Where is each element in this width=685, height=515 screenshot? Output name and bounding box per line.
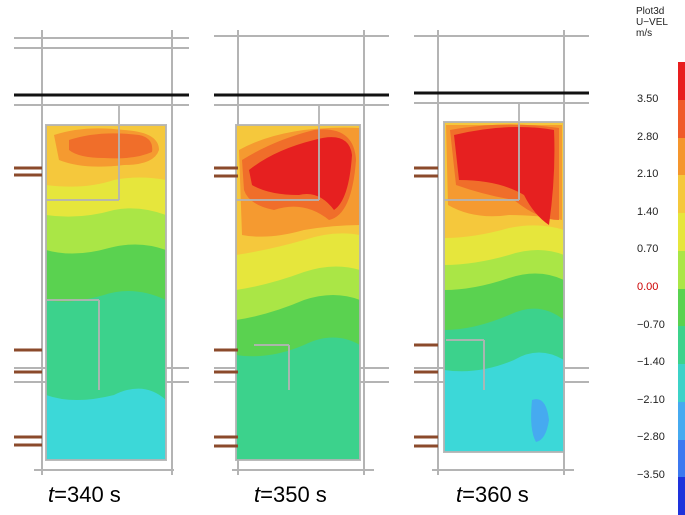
legend-tick-label: 0.70: [637, 243, 659, 256]
legend-color-swatch: [678, 62, 685, 100]
legend-color-swatch: [678, 364, 685, 402]
legend-tick-label: 2.80: [637, 130, 659, 143]
legend-tick-label: 2.10: [637, 168, 659, 181]
caption-time-value: =360 s: [462, 482, 529, 507]
caption-t340: t=340 s: [48, 482, 121, 508]
legend-title: Plot3d: [636, 6, 665, 17]
legend-colorbar: [678, 62, 685, 515]
legend-color-swatch: [678, 477, 685, 515]
legend-unit: m/s: [636, 28, 653, 39]
legend-header: Plot3d U−VEL m/s: [636, 6, 668, 39]
velocity-contour-t350: [214, 30, 389, 475]
velocity-contour-t360: [414, 30, 589, 475]
velocity-contour-t340: [14, 30, 189, 475]
legend-tick-label: 3.50: [637, 93, 659, 105]
velocity-panel-t350: [214, 0, 389, 480]
legend-color-swatch: [678, 175, 685, 213]
legend-variable: U−VEL: [636, 17, 668, 28]
caption-time-symbol: t: [254, 482, 261, 507]
caption-time-value: =340 s: [54, 482, 121, 507]
velocity-panel-t340: [14, 0, 189, 480]
legend-color-swatch: [678, 137, 685, 176]
legend-tick-label: −0.70: [637, 318, 665, 331]
legend-color-swatch: [678, 99, 685, 138]
caption-t350: t=350 s: [254, 482, 327, 508]
legend-tick-label: −3.50: [637, 469, 665, 481]
caption-time-value: =350 s: [260, 482, 327, 507]
legend-color-swatch: [678, 250, 685, 289]
legend-color-swatch: [678, 401, 685, 440]
legend-color-swatch: [678, 213, 685, 251]
legend-tick-label: 0.00: [637, 281, 659, 293]
legend-color-swatch: [678, 288, 685, 327]
caption-t360: t=360 s: [456, 482, 529, 508]
legend-color-swatch: [678, 439, 685, 478]
velocity-panel-t360: [414, 0, 589, 480]
legend-tick-label: −2.10: [637, 393, 665, 406]
caption-time-symbol: t: [48, 482, 55, 507]
legend-tick-label: −2.80: [637, 431, 665, 444]
caption-time-symbol: t: [456, 482, 463, 507]
legend-tick-label: −1.40: [637, 356, 665, 369]
legend-color-swatch: [678, 326, 685, 364]
legend-tick-label: 1.40: [637, 205, 659, 218]
